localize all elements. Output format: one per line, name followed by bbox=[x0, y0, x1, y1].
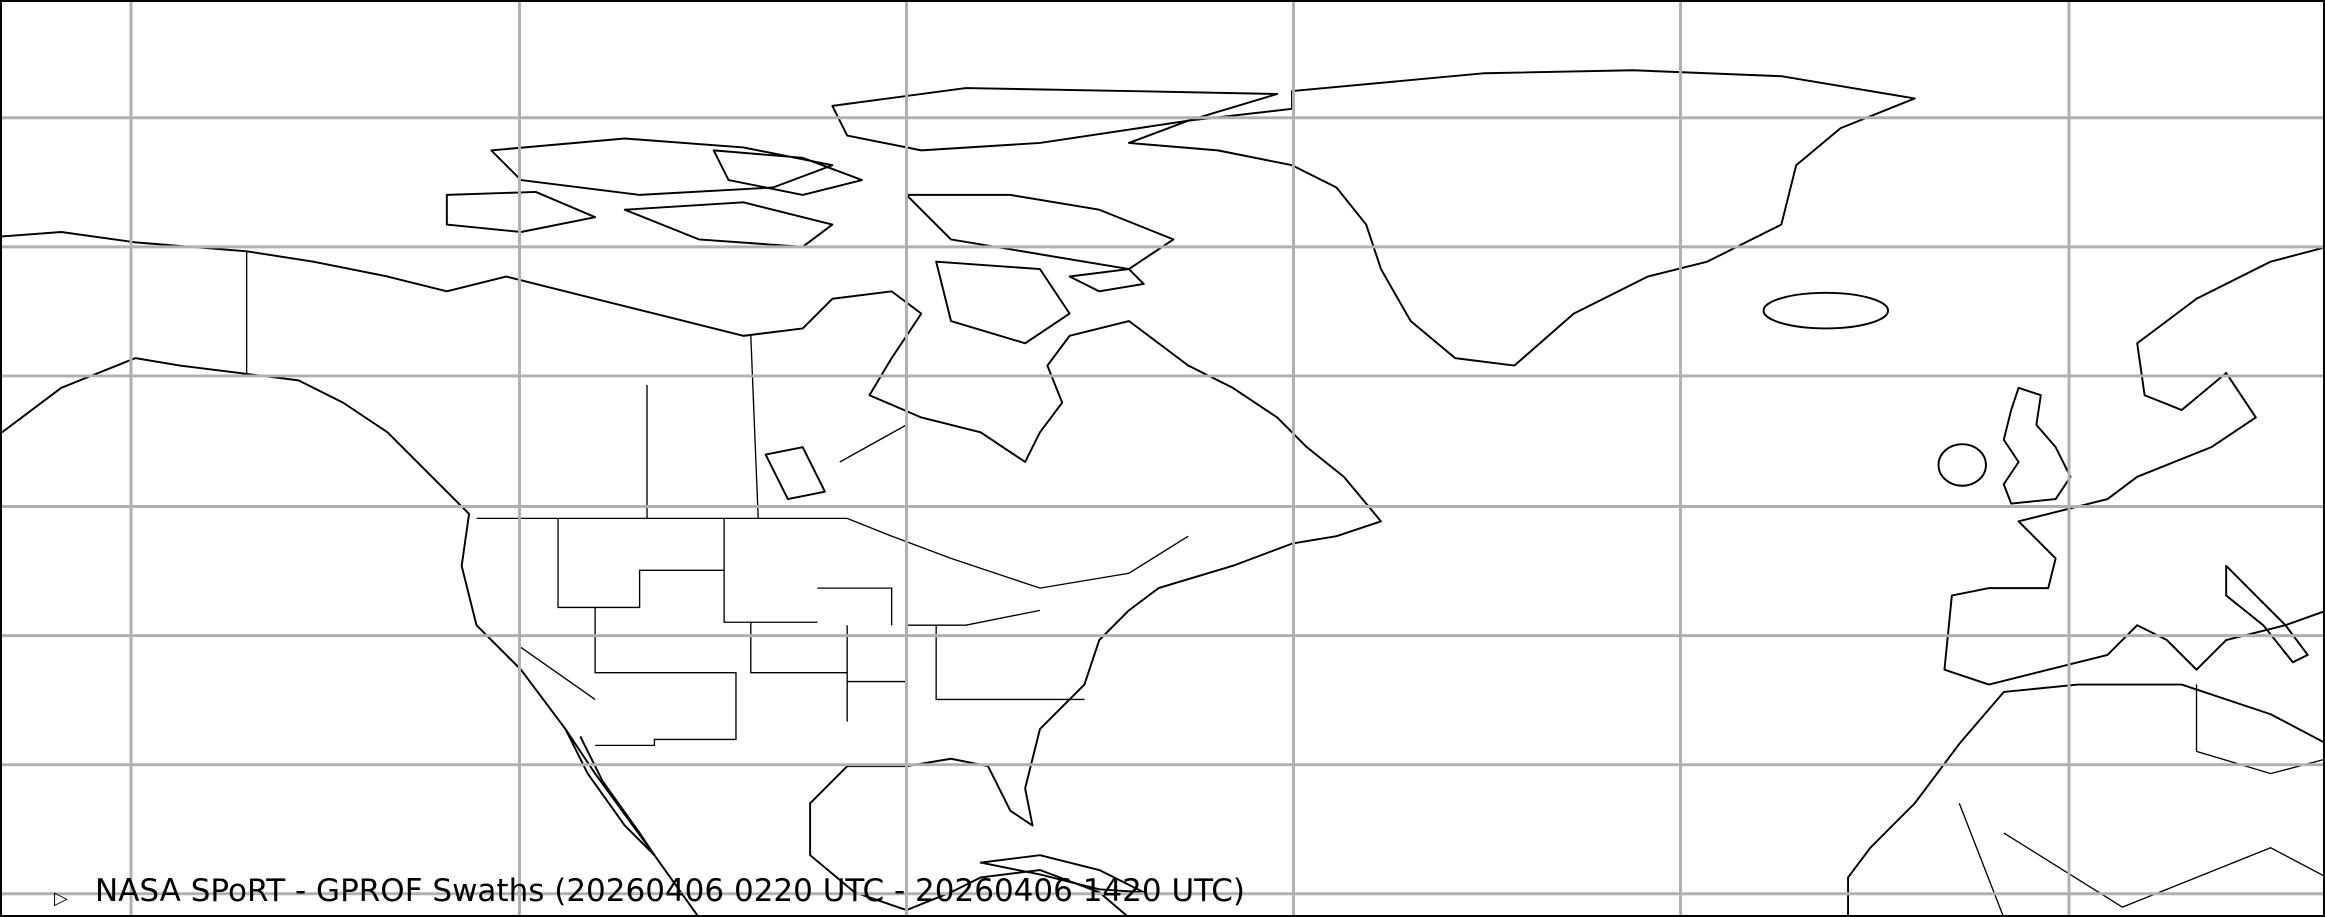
ireland-coast bbox=[1937, 443, 1987, 487]
arctic-islands bbox=[445, 87, 1279, 345]
baja-california-coast bbox=[564, 728, 656, 857]
great-britain-coast bbox=[2002, 386, 2072, 505]
triangle-outline-icon: ▷ bbox=[54, 888, 68, 909]
map-title: NASA SPoRT - GPROF Swaths (20260406 0220… bbox=[95, 873, 1245, 909]
coastlines bbox=[2, 69, 2323, 915]
iceland-coast bbox=[1762, 291, 1890, 330]
political-borders bbox=[245, 251, 2323, 915]
north-america-coast bbox=[2, 231, 1382, 915]
greenland-coast bbox=[1127, 69, 1916, 367]
europe-coast bbox=[1943, 246, 2323, 686]
africa-coast bbox=[1847, 683, 2323, 915]
italy-coast bbox=[2225, 564, 2309, 664]
hudson-bay-islands bbox=[764, 268, 1145, 501]
